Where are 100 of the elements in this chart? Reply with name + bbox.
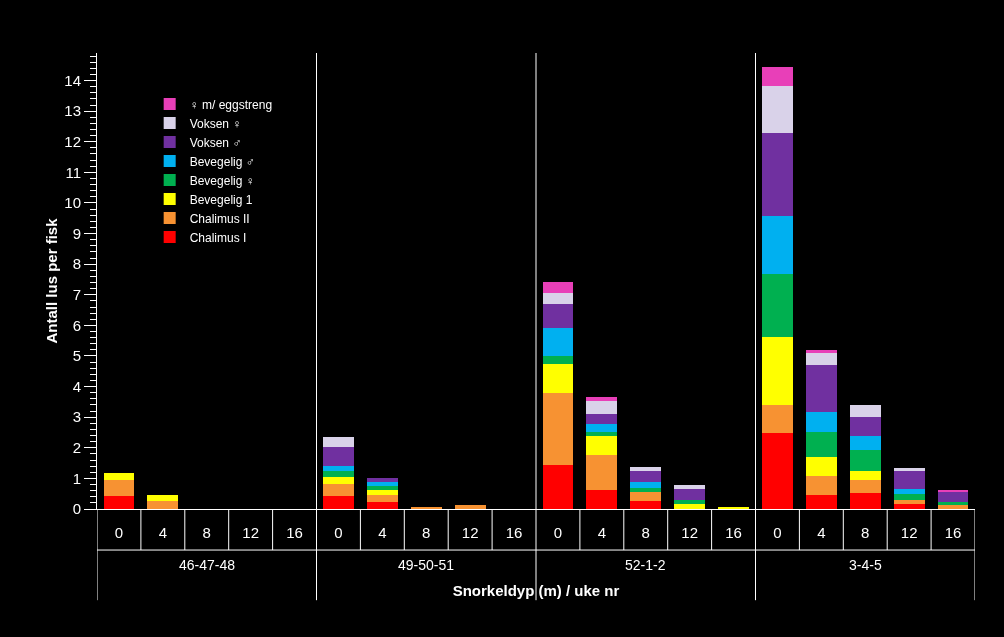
bar [323, 483, 354, 496]
y-tick-label: 8 [72, 255, 81, 273]
x-tick-label: 16 [725, 524, 742, 541]
bar [893, 494, 925, 500]
bar [805, 431, 837, 457]
bar [630, 467, 662, 472]
x-tick-label: 8 [861, 524, 870, 541]
bar [805, 476, 837, 495]
legend-label: Voksen ♀ [189, 116, 242, 131]
bar [542, 328, 574, 357]
bar [674, 489, 706, 501]
bar [674, 485, 706, 490]
y-tick-label: 6 [72, 316, 81, 334]
bar [849, 449, 881, 471]
y-tick-label: 9 [72, 224, 81, 242]
x-tick-label: 12 [242, 524, 259, 541]
x-tick-label: 4 [817, 524, 826, 541]
bar [586, 489, 618, 509]
y-tick-label: 12 [64, 133, 81, 150]
x-axis-title: Snorkeldyp (m) / uke nr [452, 582, 620, 599]
bar [323, 436, 354, 447]
legend-label: Bevegelig ♀ [189, 173, 255, 188]
bar [542, 303, 574, 329]
bar [762, 274, 793, 338]
bar [762, 216, 793, 275]
bar [542, 364, 574, 394]
bar [323, 477, 354, 484]
bar [323, 446, 354, 467]
text: 49-50-51 [398, 557, 455, 573]
bar [586, 454, 618, 490]
bar [762, 337, 793, 405]
x-tick-label: 16 [944, 524, 962, 541]
bar [323, 495, 354, 509]
x-tick-label: 8 [202, 524, 211, 541]
bar [630, 492, 662, 502]
legend-label: ♀ m/ eggstreng [189, 97, 273, 112]
bar [849, 470, 881, 480]
bar [849, 479, 881, 494]
y-tick-label: 2 [72, 439, 81, 457]
bar [762, 67, 793, 87]
x-tick-label: 0 [773, 524, 782, 541]
x-tick-label: 4 [158, 524, 168, 541]
bar [366, 486, 398, 490]
bar [849, 405, 881, 417]
x-tick-label: 8 [641, 524, 650, 541]
bar [805, 352, 837, 366]
bar [323, 466, 354, 471]
bar [323, 470, 354, 478]
bar [937, 505, 969, 509]
bar [147, 501, 179, 509]
x-tick-label: 0 [334, 524, 343, 541]
bar [586, 423, 618, 432]
y-axis-title: Antall lus per fisk [43, 217, 60, 344]
bar [630, 471, 662, 483]
y-tick-label: 11 [65, 163, 81, 181]
y-tick-label: 0 [72, 500, 81, 518]
legend-label: Chalimus I [189, 230, 247, 245]
legend-label: Bevegelig 1 [189, 192, 253, 207]
bar [147, 494, 179, 502]
bar [586, 413, 618, 424]
legend-label: Voksen ♂ [189, 135, 242, 150]
y-tick-label: 14 [64, 71, 81, 89]
bar [542, 393, 574, 465]
x-tick-label: 12 [900, 524, 918, 541]
legend-label: Bevegelig ♂ [189, 154, 255, 169]
bar [586, 435, 618, 455]
y-tick-label: 13 [64, 102, 81, 120]
x-tick-label: 12 [681, 524, 698, 541]
y-tick-label: 1 [72, 469, 81, 487]
text: 3-4-5 [849, 557, 882, 573]
bar [630, 482, 662, 488]
bar [805, 494, 837, 509]
bar [762, 432, 793, 509]
bar [366, 494, 398, 502]
bar [805, 349, 837, 353]
text: 52-1-2 [625, 557, 666, 573]
bar [893, 489, 925, 495]
y-tick-label: 10 [64, 194, 81, 212]
bar [674, 504, 706, 509]
bar [805, 411, 837, 432]
bar [805, 365, 837, 412]
y-tick-label: 5 [72, 347, 81, 365]
bar [849, 416, 881, 437]
bar [542, 281, 574, 294]
x-tick-label: 4 [597, 524, 607, 541]
bar [103, 495, 135, 509]
x-tick-label: 0 [553, 524, 563, 541]
y-tick-label: 7 [72, 286, 81, 304]
text: 46-47-48 [179, 557, 236, 573]
bar [586, 396, 618, 401]
bar [366, 489, 398, 495]
x-tick-label: 8 [422, 524, 431, 541]
bar [366, 477, 398, 483]
bar [762, 404, 793, 433]
bar [586, 431, 618, 436]
x-tick-label: 16 [505, 524, 523, 541]
bar [762, 133, 793, 217]
bar [893, 503, 925, 509]
x-tick-label: 0 [114, 524, 124, 541]
bar [542, 464, 574, 509]
